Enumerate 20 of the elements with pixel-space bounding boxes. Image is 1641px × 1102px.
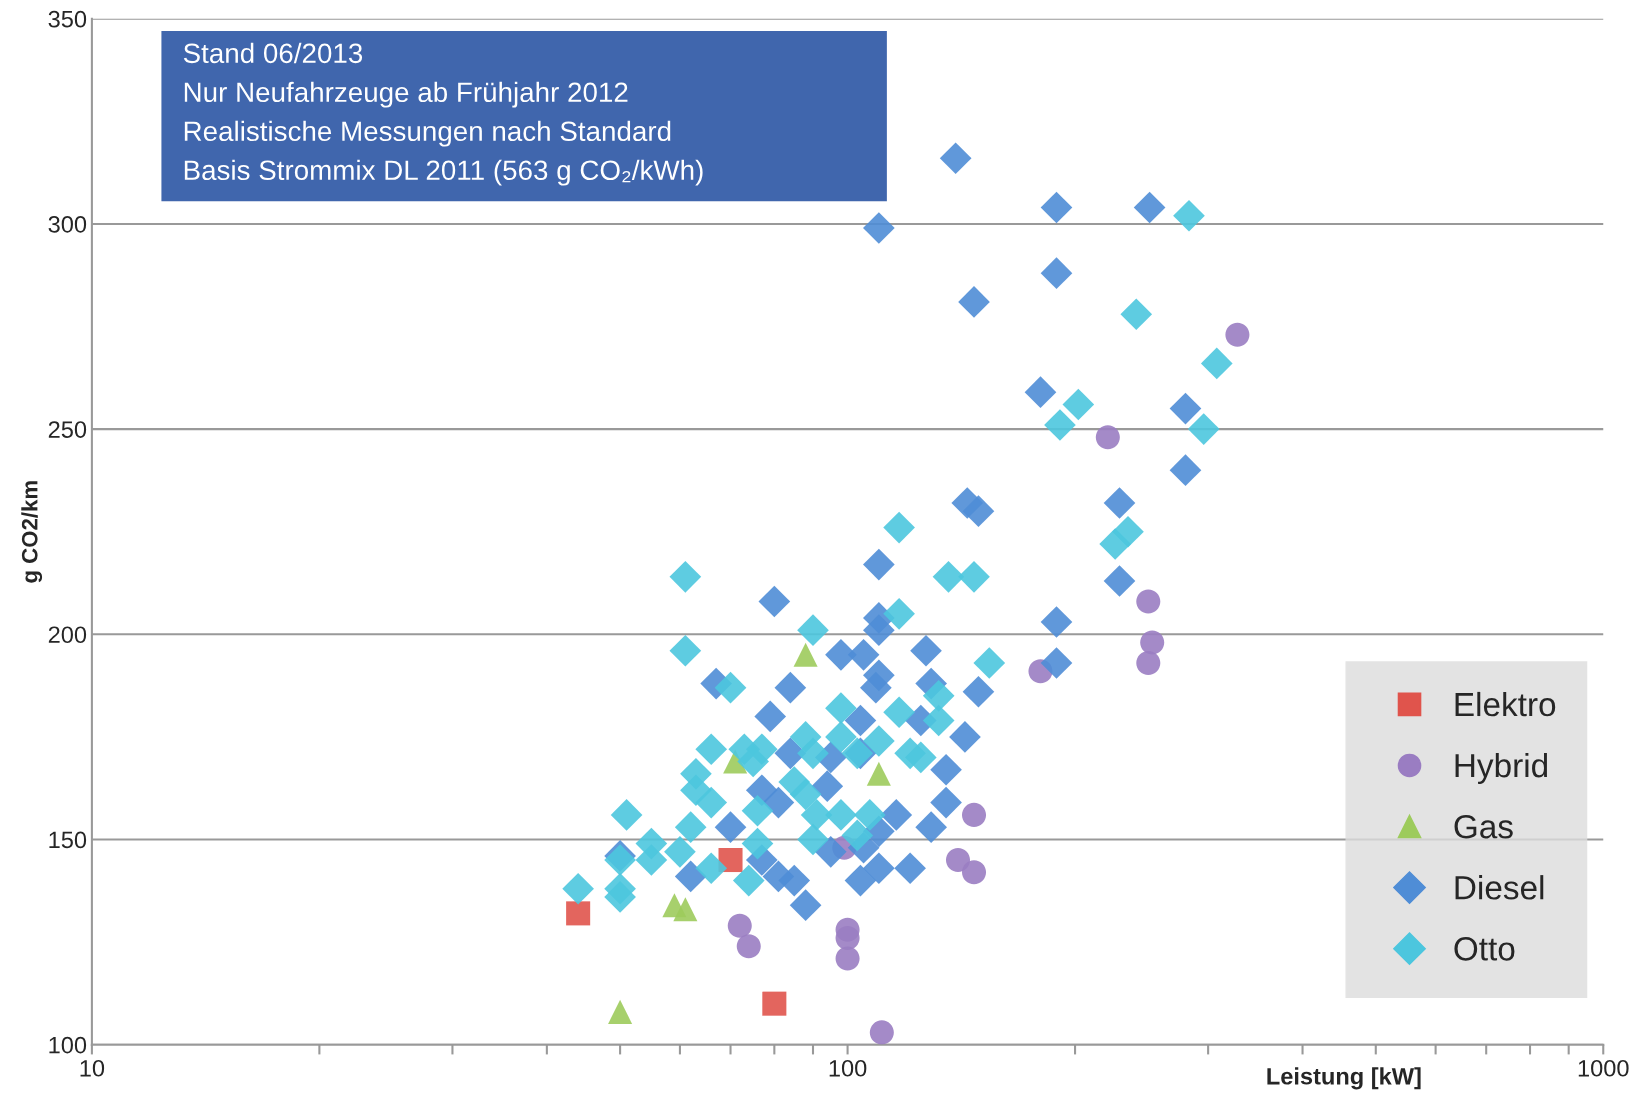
x-tick-label: 10 xyxy=(80,1059,105,1077)
y-tick-label: 200 xyxy=(48,626,87,644)
y-tick-label: 250 xyxy=(48,421,87,438)
legend-label: Hybrid xyxy=(1455,752,1548,785)
x-tick-label: 100 xyxy=(829,1059,867,1077)
annotation: Nur Neufahrzeuge ab Frühjahr 2012 xyxy=(184,81,628,108)
y-axis-title: g CO2/km xyxy=(21,481,43,583)
annotation: Realistische Messungen nach Standard xyxy=(184,120,671,147)
legend-label: Gas xyxy=(1454,814,1513,839)
y-tick-label: 300 xyxy=(48,215,87,233)
x-axis-title: Leistung [kW] xyxy=(1267,1067,1421,1090)
x-tick-label: 1000 xyxy=(1578,1059,1629,1077)
legend-label: Elektro xyxy=(1455,691,1556,717)
legend-label: Otto xyxy=(1454,937,1515,961)
legend-label: Diesel xyxy=(1455,875,1544,900)
y-tick-label: 350 xyxy=(48,10,87,28)
annotation: Basis Strommix DL 2011 (563 g CO₂/kWh) xyxy=(184,159,703,186)
annotation: Stand 06/2013 xyxy=(183,42,363,64)
y-tick-label: 100 xyxy=(49,1036,87,1054)
y-tick-label: 150 xyxy=(49,831,87,849)
